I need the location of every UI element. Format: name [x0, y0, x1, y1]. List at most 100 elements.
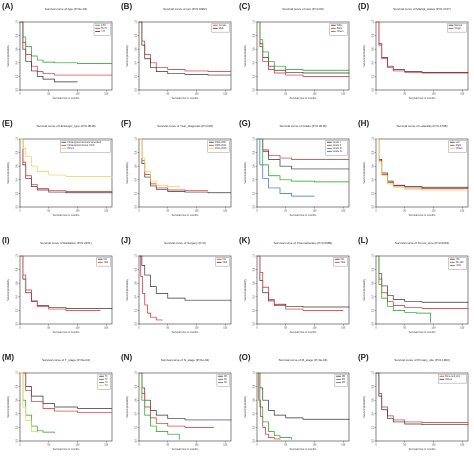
legend-label: 0-55 — [101, 25, 106, 27]
survival-curve — [138, 372, 214, 428]
chart-title: Survival curve of Laterality (P=0.4798) — [396, 124, 447, 128]
legend-label: Grade I — [333, 141, 341, 144]
survival-curve — [257, 138, 349, 183]
y-tick-label: 0.4 — [134, 177, 137, 181]
y-tick-label: 0.6 — [16, 398, 19, 402]
x-tick-label: 150 — [341, 444, 346, 447]
y-tick-label: 1.0 — [253, 137, 256, 141]
legend-label: YES — [222, 262, 227, 264]
x-axis-label: Survival time in months — [53, 330, 81, 334]
x-tick-label: 0 — [138, 327, 140, 330]
y-tick-label: 0.6 — [371, 281, 374, 285]
survival-curve — [20, 21, 78, 83]
chart-title: Survival curve of T_stage (P<0e-04) — [42, 358, 90, 362]
y-tick-label: 0.6 — [371, 164, 374, 168]
km-panel: (B) Survival curve of sex (P=0.0002) 0 50 10… — [121, 2, 231, 100]
survival-curve — [257, 138, 315, 197]
y-tick-label: 0.0 — [253, 205, 256, 209]
km-panel: (J) Survival curve of Surgery (P<0) 0 50 100… — [121, 236, 231, 334]
x-tick-label: 0 — [19, 444, 21, 447]
x-tick-label: 100 — [431, 93, 436, 96]
x-tick-label: 50 — [284, 210, 287, 213]
x-axis-label: Survival time in months — [53, 96, 81, 100]
x-tick-label: 0 — [256, 210, 258, 213]
survival-curve — [375, 372, 468, 424]
legend-label: Single — [454, 28, 461, 30]
x-tick-label: 100 — [76, 93, 81, 96]
panel-letter: (F) — [121, 119, 132, 128]
survival-curve — [375, 138, 468, 189]
x-tick-label: 150 — [460, 210, 465, 213]
x-tick-label: 100 — [76, 444, 81, 447]
y-axis-label: Survival probability — [125, 395, 129, 417]
y-tick-label: 0.8 — [16, 33, 19, 37]
legend-label: T2 — [105, 379, 108, 381]
y-tick-label: 0.2 — [371, 191, 374, 195]
legend-label: NO — [341, 259, 345, 261]
legend-label: N2 — [223, 382, 227, 384]
y-tick-label: 0.0 — [253, 439, 256, 443]
y-tick-label: 1.0 — [134, 371, 137, 375]
survival-curve — [20, 21, 112, 76]
y-tick-label: 0.4 — [16, 177, 19, 181]
y-axis-label: Survival probability — [6, 278, 10, 300]
x-tick-label: 150 — [104, 444, 109, 447]
y-tick-label: 0.6 — [253, 398, 256, 402]
survival-curve — [138, 255, 231, 301]
km-panel: (D) Survival curve of Marital_status (P=0… — [358, 2, 468, 100]
survival-curve — [138, 138, 208, 192]
x-tick-label: 50 — [284, 93, 287, 96]
x-tick-label: 0 — [375, 444, 377, 447]
x-tick-label: 100 — [313, 93, 318, 96]
y-tick-label: 0.0 — [253, 322, 256, 326]
x-tick-label: 100 — [194, 327, 199, 330]
y-tick-label: 1.0 — [253, 254, 256, 258]
y-tick-label: 0.6 — [253, 164, 256, 168]
legend-label: NO — [104, 259, 108, 261]
survival-curve — [20, 372, 38, 433]
survival-curve — [375, 255, 468, 309]
legend-label: YES — [341, 262, 346, 264]
survival-curve — [375, 138, 468, 188]
legend-label: >75 — [101, 30, 106, 33]
km-panel: (I) Survival curve of Radiation (P=0.2971… — [2, 236, 113, 334]
y-tick-label: 0.4 — [134, 294, 137, 298]
y-tick-label: 0.2 — [253, 425, 256, 429]
x-axis-label: Survival time in months — [171, 447, 199, 451]
x-tick-label: 50 — [284, 444, 287, 447]
legend-label: 50~100 — [455, 262, 463, 264]
y-tick-label: 0.4 — [253, 60, 256, 64]
y-tick-label: 1.0 — [16, 20, 19, 24]
y-tick-label: 0.8 — [16, 150, 19, 154]
y-tick-label: 0.2 — [16, 191, 19, 195]
panel-letter: (A) — [2, 2, 13, 11]
panel-letter: (N) — [121, 353, 132, 362]
x-tick-label: 150 — [223, 327, 228, 330]
panel-letter: (J) — [121, 236, 131, 245]
legend-label: N0 — [223, 376, 227, 378]
plot-frame — [375, 138, 468, 208]
x-tick-label: 0 — [19, 327, 21, 330]
legend-label: Others — [337, 30, 345, 33]
survival-curve — [138, 372, 180, 440]
chart-title: Survival curve of M_stage (P<0e-04) — [279, 358, 328, 362]
y-tick-label: 0.0 — [134, 439, 137, 443]
x-axis-label: Survival time in months — [53, 447, 81, 451]
y-tick-label: 0.8 — [16, 267, 19, 271]
y-tick-label: 1.0 — [16, 254, 19, 258]
y-axis-label: Survival probability — [6, 395, 10, 417]
y-axis-label: Survival probability — [125, 44, 129, 66]
legend-label: T4 — [105, 385, 108, 387]
legend-box — [93, 23, 111, 36]
survival-curve — [257, 255, 344, 311]
legend-label: Grade III — [333, 147, 342, 150]
y-tick-label: 0.6 — [134, 281, 137, 285]
survival-curve — [257, 372, 292, 440]
plot-frame — [19, 255, 113, 325]
